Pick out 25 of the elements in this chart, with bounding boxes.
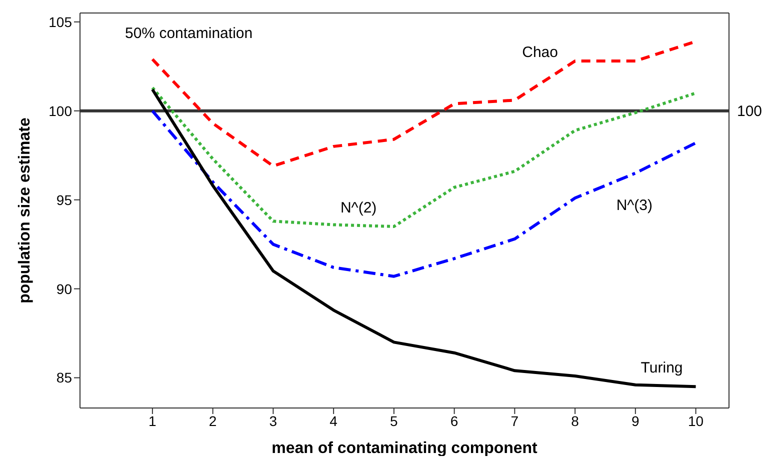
y-axis-title: population size estimate	[16, 117, 34, 304]
series-label: N^(2)	[340, 200, 377, 217]
x-tick-label: 6	[450, 412, 458, 429]
ref-line-label: 100	[737, 103, 762, 120]
x-tick-label: 9	[632, 412, 640, 429]
annotation: 50% contamination	[125, 25, 253, 42]
x-tick-label: 5	[390, 412, 398, 429]
y-tick-label: 85	[56, 370, 72, 386]
y-tick-label: 100	[48, 102, 72, 119]
series-label: N^(3)	[616, 197, 653, 214]
line-series	[150, 86, 698, 228]
x-tick-label: 1	[148, 412, 157, 429]
y-tick-label: 105	[48, 14, 72, 30]
x-tick-label: 10	[688, 412, 704, 429]
series-label: Chao	[522, 44, 558, 62]
y-tick-label: 90	[56, 280, 72, 297]
series-label: Turing	[640, 360, 683, 377]
x-tick-label: 4	[330, 412, 338, 429]
x-tick-label: 7	[510, 412, 519, 429]
x-tick-label: 3	[269, 412, 278, 429]
line-series	[150, 88, 698, 388]
x-tick-label: 2	[208, 412, 217, 429]
y-tick-label: 95	[56, 192, 72, 208]
x-tick-label: 8	[571, 412, 580, 429]
line-series	[150, 109, 698, 278]
